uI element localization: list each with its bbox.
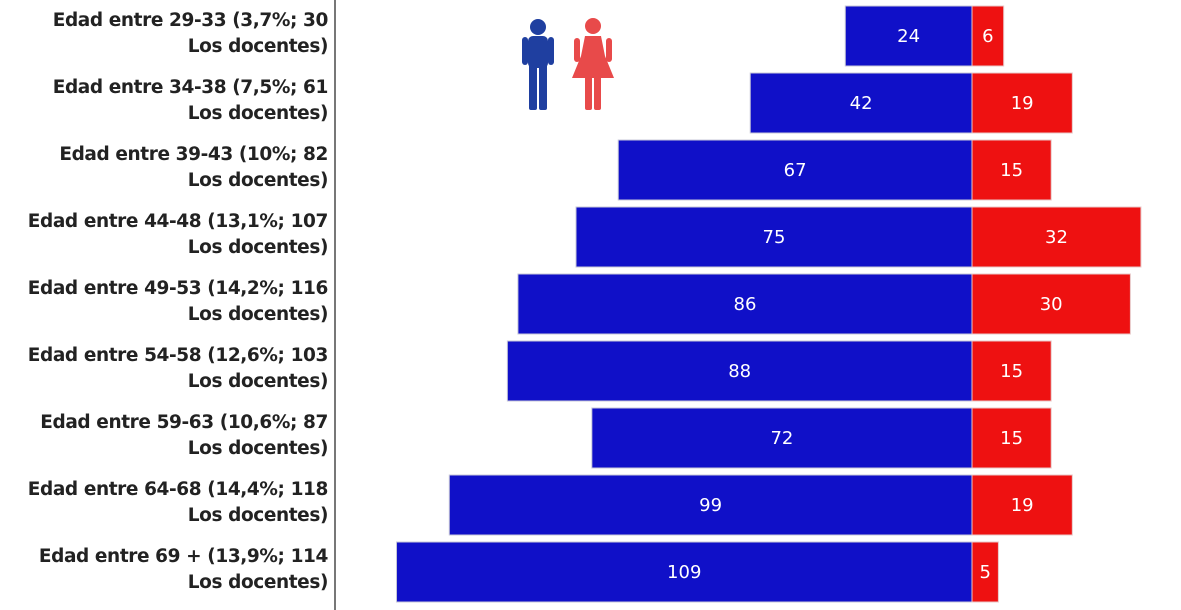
bar-left-value-label: 67 (784, 160, 807, 181)
category-label-line: Edad entre 34-38 (7,5%; 61 (52, 77, 329, 98)
bar-left-value-label: 42 (850, 93, 873, 114)
bar-right-value-label: 19 (1011, 495, 1034, 516)
bar-right (971, 139, 1052, 201)
bar-right-value-label: 15 (1000, 160, 1023, 181)
bar-right (971, 340, 1052, 402)
bar-left (506, 340, 973, 402)
category-label-line: Edad entre 39-43 (10%; 82 (59, 144, 328, 165)
category-label-line: Los docentes) (187, 170, 329, 191)
bar-left-value-label: 86 (734, 294, 757, 315)
bar-right (971, 407, 1052, 469)
bar-left (844, 5, 973, 67)
bar-right-value-label: 6 (982, 26, 993, 47)
category-label-line: Edad entre 44-48 (13,1%; 107 (27, 211, 329, 232)
category-label-line: Los docentes) (187, 572, 329, 593)
category-label: Edad entre 49-53 (14,2%; 116 Los docentes… (0, 276, 329, 328)
bar-left-value-label: 99 (699, 495, 722, 516)
bar-right-value-label: 32 (1045, 227, 1068, 248)
category-label-line: Los docentes) (187, 505, 329, 526)
category-label-line: Edad entre 29-33 (3,7%; 30 (52, 10, 329, 31)
bar-left (591, 407, 973, 469)
category-label-line: Los docentes) (187, 36, 329, 57)
category-label: Edad entre 44-48 (13,1%; 107 Los docentes… (0, 209, 329, 261)
bar-left-value-label: 24 (897, 26, 920, 47)
bar-right-value-label: 30 (1040, 294, 1063, 315)
bar-right (971, 206, 1142, 268)
category-label-line: Los docentes) (187, 237, 329, 258)
bar-right (971, 541, 999, 603)
bar-right (971, 273, 1131, 335)
category-label: Edad entre 29-33 (3,7%; 30 Los docentes) (0, 8, 329, 60)
bar-right-value-label: 19 (1011, 93, 1034, 114)
category-label-line: Los docentes) (187, 103, 329, 124)
category-label: Edad entre 59-63 (10,6%; 87 Los docentes) (0, 410, 328, 462)
category-label: Edad entre 34-38 (7,5%; 61 Los docentes) (0, 75, 329, 127)
category-label-line: Los docentes) (187, 304, 329, 325)
category-label-line: Los docentes) (187, 371, 329, 392)
bar-left-value-label: 88 (728, 361, 751, 382)
male-figure-icon (522, 19, 554, 110)
category-label-line: Los docentes) (187, 438, 329, 459)
category-label-line: Edad entre 64-68 (14,4%; 118 (27, 479, 329, 500)
bar-right-value-label: 15 (1000, 428, 1023, 449)
bar-right-value-label: 5 (979, 562, 990, 583)
category-label-line: Edad entre 54-58 (12,6%; 103 (27, 345, 329, 366)
bar-left-value-label: 75 (763, 227, 786, 248)
bar-left (617, 139, 973, 201)
legend (522, 18, 614, 110)
category-label-line: Edad entre 59-63 (10,6%; 87 (40, 412, 328, 433)
category-axis-line (334, 0, 336, 610)
bar-right (971, 72, 1073, 134)
category-label: Edad entre 69 + (13,9%; 114 Los docentes) (0, 544, 329, 596)
category-label: Edad entre 64-68 (14,4%; 118 Los docentes… (0, 477, 329, 529)
bar-left-value-label: 109 (667, 562, 701, 583)
bar-left-value-label: 72 (770, 428, 793, 449)
bar-left (448, 474, 973, 536)
category-label: Edad entre 54-58 (12,6%; 103 Los docentes… (0, 343, 329, 395)
category-label-line: Edad entre 49-53 (14,2%; 116 (27, 278, 329, 299)
category-label: Edad entre 39-43 (10%; 82 Los docentes) (0, 142, 328, 194)
bar-left (749, 72, 973, 134)
bar-right-value-label: 15 (1000, 361, 1023, 382)
bar-left (517, 273, 973, 335)
bars: 24 6 42 19 67 15 75 32 86 30 88 15 72 15 99 19 109 5 (395, 5, 1142, 603)
bar-right (971, 5, 1005, 67)
female-figure-icon (572, 18, 614, 110)
bar-left (575, 206, 973, 268)
category-label-line: Edad entre 69 + (13,9%; 114 (38, 546, 329, 567)
bar-right (971, 474, 1073, 536)
